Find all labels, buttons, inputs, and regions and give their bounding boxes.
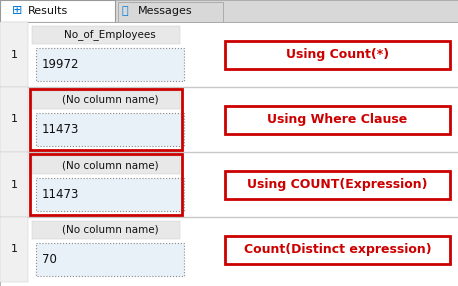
Bar [0,87,28,152]
Text: 1: 1 [11,180,17,190]
Bar [32,91,180,109]
Bar [225,170,450,198]
Bar [36,243,184,276]
Text: 1: 1 [11,114,17,124]
Bar [36,48,184,81]
Text: 🗒: 🗒 [122,6,129,16]
Bar [0,22,28,87]
Bar [36,113,184,146]
Bar [32,221,180,239]
Text: Count(Distinct expression): Count(Distinct expression) [244,243,431,256]
Bar [0,152,28,217]
Text: 11473: 11473 [42,123,79,136]
Text: Using Count(*): Using Count(*) [286,48,389,61]
Bar [225,235,450,263]
Bar [32,26,180,44]
Text: Using Where Clause: Using Where Clause [267,113,408,126]
Text: Messages: Messages [138,6,193,16]
Text: ⊞: ⊞ [12,5,22,17]
Text: 19972: 19972 [42,58,80,71]
Text: (No column name): (No column name) [62,225,158,235]
Bar [0,0,115,22]
Bar [225,41,450,69]
Text: 1: 1 [11,49,17,59]
Bar [36,178,184,211]
Bar [0,0,458,22]
Bar [30,154,182,215]
Text: 70: 70 [42,253,57,266]
Bar [225,106,450,134]
Text: Results: Results [28,6,68,16]
Text: Using COUNT(Expression): Using COUNT(Expression) [247,178,428,191]
Bar [0,217,28,282]
Text: (No column name): (No column name) [62,160,158,170]
Text: 1: 1 [11,245,17,255]
Bar [32,156,180,174]
Text: (No column name): (No column name) [62,95,158,105]
Text: 11473: 11473 [42,188,79,201]
Bar [118,2,223,22]
Text: No_of_Employees: No_of_Employees [64,29,156,40]
Bar [30,89,182,150]
